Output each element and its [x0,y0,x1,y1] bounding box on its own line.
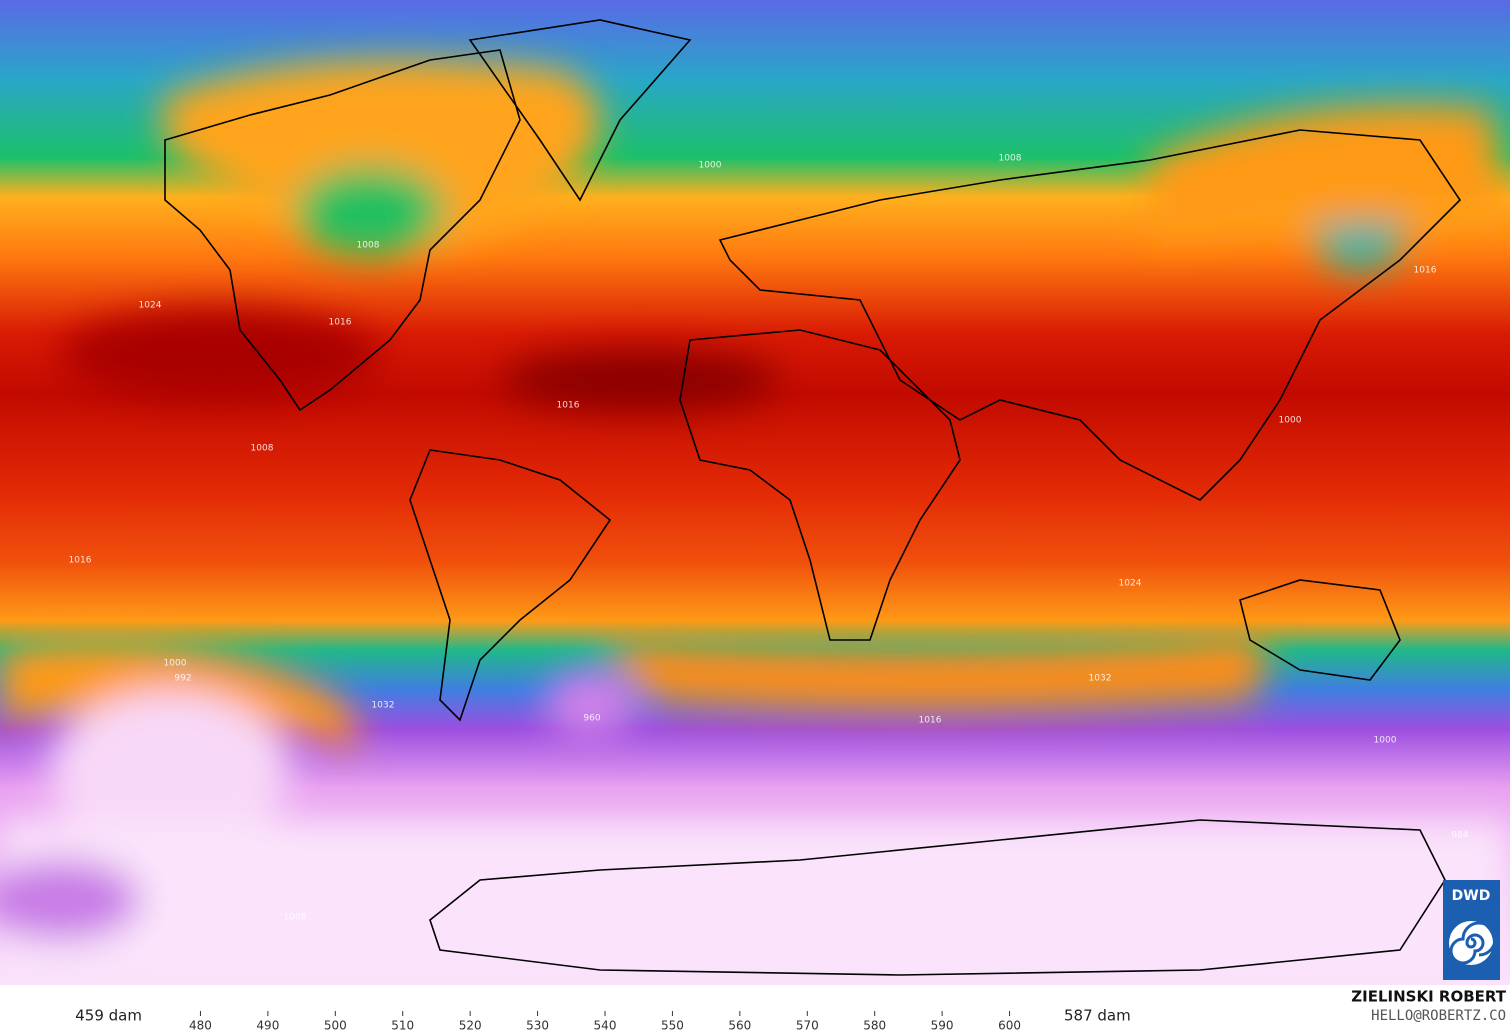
isobar-label: 1000 [699,161,722,171]
coastlines [164,19,1462,976]
isobar-label: 1032 [372,701,395,711]
isobar-label: 1008 [357,241,380,251]
isobar-label: 1000 [1279,416,1302,426]
author: ZIELINSKI ROBERT [1351,988,1506,1006]
isobar-label: 1000 [1374,736,1397,746]
height-field [0,60,1510,985]
colorbar-tick-label: 550 [661,1019,684,1033]
isobar-label: 1016 [557,401,580,411]
isobar-label: 1008 [251,444,274,454]
footer [0,985,1510,1035]
isobar-label: 1024 [1119,579,1142,589]
colorbar-tick-label: 520 [459,1019,482,1033]
isobar-label: 1016 [1414,266,1437,276]
isobar-label: 1032 [1089,674,1112,684]
isobar-label: 1016 [919,716,942,726]
colorbar-tick-label: 570 [796,1019,819,1033]
isobar-label: 1008 [284,913,307,923]
colorbar-ticks: 480 490 500 510 520 530 540 550 560 570 580 590 600 [189,1011,1021,1033]
isobar-label: 984 [1451,831,1468,841]
contact: HELLO@ROBERTZ.CO [1371,1008,1506,1024]
colorbar-min-label: 459 dam [75,1007,142,1025]
isobar-label: 1016 [329,318,352,328]
logo-text: DWD [1452,888,1491,904]
logo-swirl [1449,921,1497,965]
isobar-label: 1024 [139,301,162,311]
colorbar-tick-label: 530 [526,1019,549,1033]
colorbar-tick-label: 560 [728,1019,751,1033]
isobar-labels: 1008 1016 1024 1016 1000 1008 1016 1000 1008 1016… [69,154,1469,923]
colorbar-max-label: 587 dam [1064,1007,1131,1025]
colorbar-tick-label: 590 [931,1019,954,1033]
colorbar-tick-label: 510 [391,1019,414,1033]
isobar-label: 1000 [164,659,187,669]
colorbar-tick-label: 540 [594,1019,617,1033]
isobar-label: 1008 [999,154,1022,164]
isobar-label: 960 [583,714,600,724]
colorbar-tick-label: 480 [189,1019,212,1033]
dwd-logo: DWD [1443,880,1500,980]
colorbar-tick-label: 600 [998,1019,1021,1033]
isobar-label: 1016 [69,556,92,566]
colorbar-tick-label: 500 [324,1019,347,1033]
isobar-label: 992 [174,674,191,684]
colorbar-tick-label: 580 [863,1019,886,1033]
colorbar-tick-label: 490 [256,1019,279,1033]
